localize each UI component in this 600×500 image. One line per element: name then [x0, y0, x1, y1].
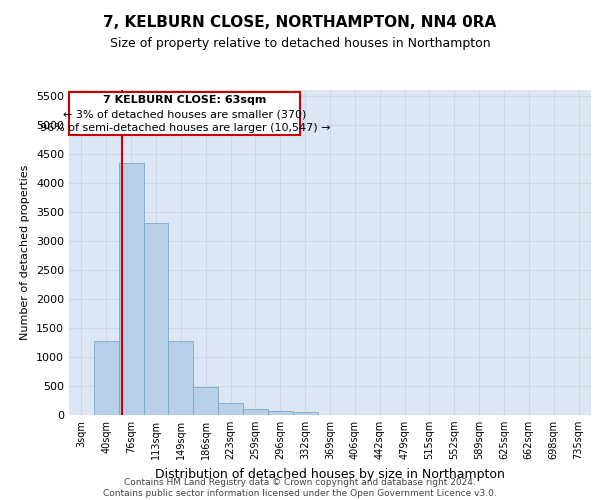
Bar [94, 342, 119, 415]
Bar [70, 92, 300, 136]
X-axis label: Distribution of detached houses by size in Northampton: Distribution of detached houses by size … [155, 468, 505, 480]
Text: ← 3% of detached houses are smaller (370): ← 3% of detached houses are smaller (370… [63, 110, 307, 120]
Bar [143, 224, 169, 415]
Text: Size of property relative to detached houses in Northampton: Size of property relative to detached ho… [110, 38, 490, 51]
Bar [218, 402, 243, 415]
Text: Contains HM Land Registry data © Crown copyright and database right 2024.
Contai: Contains HM Land Registry data © Crown c… [103, 478, 497, 498]
Bar [119, 163, 143, 415]
Bar [243, 409, 268, 415]
Text: 96% of semi-detached houses are larger (10,547) →: 96% of semi-detached houses are larger (… [40, 122, 330, 132]
Bar [169, 340, 193, 415]
Text: 7 KELBURN CLOSE: 63sqm: 7 KELBURN CLOSE: 63sqm [103, 95, 266, 105]
Text: 7, KELBURN CLOSE, NORTHAMPTON, NN4 0RA: 7, KELBURN CLOSE, NORTHAMPTON, NN4 0RA [103, 15, 497, 30]
Bar [268, 411, 293, 415]
Y-axis label: Number of detached properties: Number of detached properties [20, 165, 31, 340]
Bar [293, 412, 317, 415]
Bar [193, 387, 218, 415]
